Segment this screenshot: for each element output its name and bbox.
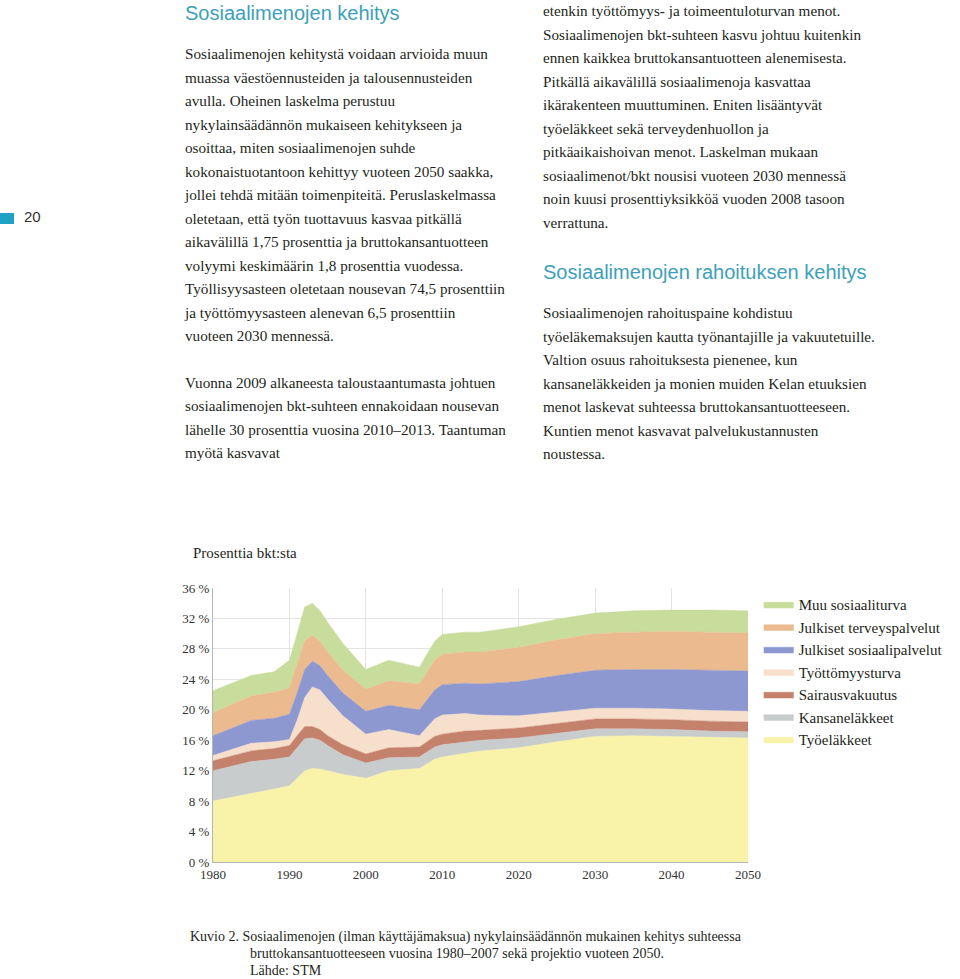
svg-text:2000: 2000 (353, 867, 379, 882)
svg-text:20 %: 20 % (182, 702, 209, 717)
svg-text:0 %: 0 % (189, 855, 210, 870)
html-text:Kuvio 2. Sosiaalimenojen (ilma: Kuvio 2. Sosiaalimenojen (ilman käyttäjä… (190, 929, 741, 961)
html-text:20: 20 (24, 208, 41, 225)
svg-text:2030: 2030 (582, 867, 608, 882)
svg-text:1980: 1980 (200, 867, 226, 882)
html-text:Sosiaalimenojen kehitys: Sosiaalimenojen kehitys (185, 2, 400, 24)
svg-text:4 %: 4 % (189, 824, 210, 839)
svg-text:Kansaneläkkeet: Kansaneläkkeet (799, 710, 895, 726)
svg-text:36 %: 36 % (182, 581, 209, 596)
svg-text:32 %: 32 % (182, 611, 209, 626)
svg-text:12 %: 12 % (182, 763, 209, 778)
svg-text:2010: 2010 (429, 867, 455, 882)
svg-text:2050: 2050 (735, 867, 761, 882)
svg-text:2040: 2040 (659, 867, 685, 882)
svg-text:Työeläkkeet: Työeläkkeet (799, 732, 873, 748)
svg-text:24 %: 24 % (182, 672, 209, 687)
svg-text:Työttömyysturva: Työttömyysturva (799, 665, 902, 681)
svg-text:2020: 2020 (506, 867, 532, 882)
svg-text:Prosenttia bkt:sta: Prosenttia bkt:sta (193, 545, 297, 561)
svg-text:16 %: 16 % (182, 733, 209, 748)
svg-text:Julkiset terveyspalvelut: Julkiset terveyspalvelut (799, 620, 941, 636)
html-text:etenkin työttömyys- ja toimeen: etenkin työttömyys- ja toimeentuloturvan… (543, 2, 862, 231)
html-text:Lähde: STM: Lähde: STM (250, 963, 322, 978)
svg-text:Julkiset sosiaalipalvelut: Julkiset sosiaalipalvelut (799, 642, 943, 658)
html-text:Sosiaalimenojen rahoituspaine: Sosiaalimenojen rahoituspaine kohdistuu … (543, 304, 875, 462)
html-text:Vuonna 2009 alkaneesta taloust: Vuonna 2009 alkaneesta taloustaantumasta… (185, 373, 506, 461)
html-text:Sosiaalimenojen rahoituksen ke: Sosiaalimenojen rahoituksen kehitys (543, 261, 867, 283)
svg-text:28 %: 28 % (182, 641, 209, 656)
svg-text:Sairausvakuutus: Sairausvakuutus (799, 687, 897, 703)
svg-text:8 %: 8 % (189, 794, 210, 809)
svg-text:1990: 1990 (276, 867, 302, 882)
html-text:Sosiaalimenojen kehitystä void: Sosiaalimenojen kehitystä voidaan arvioi… (185, 45, 505, 344)
svg-text:Muu sosiaaliturva: Muu sosiaaliturva (799, 597, 907, 613)
